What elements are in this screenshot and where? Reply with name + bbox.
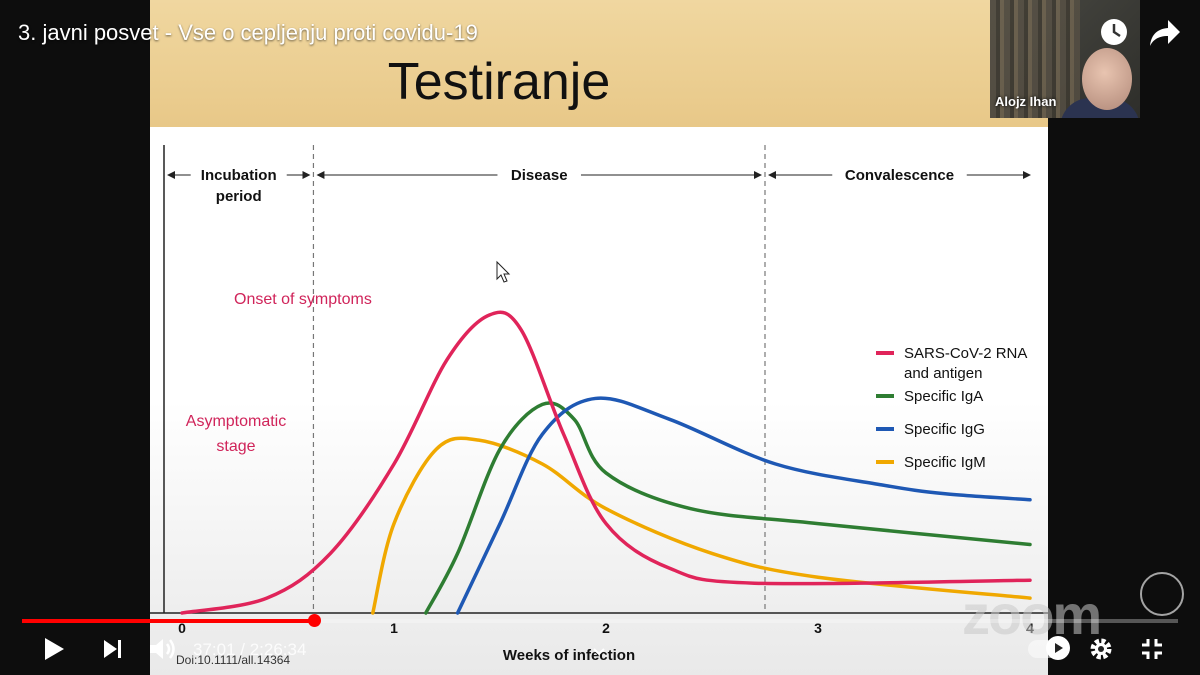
play-icon[interactable] <box>42 636 66 669</box>
x-tick-label: 3 <box>814 620 822 636</box>
series-line-0 <box>180 310 1032 615</box>
progress-scrubber[interactable] <box>308 614 322 627</box>
skip-next-icon[interactable] <box>102 638 124 667</box>
x-axis-label: Weeks of infection <box>503 647 635 664</box>
progress-played <box>22 619 315 623</box>
legend-label: SARS-CoV-2 RNA <box>904 345 1027 362</box>
antibody-chart: Incubation period Disease Convalescence Onse… <box>150 145 1048 667</box>
phase-label: period <box>216 188 262 205</box>
series-line-2 <box>455 396 1032 615</box>
legend-label: Specific IgM <box>904 454 986 471</box>
mouse-cursor-icon <box>496 260 511 283</box>
chevron-down-icon[interactable] <box>592 636 606 664</box>
letterbox-left <box>0 0 150 675</box>
zoom-watermark: zoom <box>962 583 1102 646</box>
annotation-asymptomatic: Asymptomatic <box>186 413 286 430</box>
legend-label: Specific IgG <box>904 421 985 438</box>
annotation-onset: Onset of symptoms <box>234 291 372 308</box>
slide-title-band <box>150 0 1048 127</box>
webcam-name-label: Alojz Ihan <box>995 94 1057 109</box>
share-arrow-icon[interactable] <box>1148 18 1182 55</box>
speaker-head <box>1082 48 1132 110</box>
slide-title: Testiranje <box>387 53 611 111</box>
volume-icon[interactable] <box>148 636 178 669</box>
series-line-3 <box>371 436 1032 615</box>
x-tick-label: 1 <box>390 620 398 636</box>
series-line-1 <box>424 401 1032 615</box>
autoplay-toggle-icon[interactable] <box>1046 636 1070 660</box>
phase-label: Incubation <box>201 167 277 184</box>
time-display: 37:01 / 2:26:34 <box>193 640 307 659</box>
clock-icon[interactable] <box>1098 16 1130 55</box>
phase-label: Disease <box>511 167 568 184</box>
x-tick-label: 4 <box>1026 620 1034 636</box>
video-title[interactable]: 3. javni posvet - Vse o cepljenju proti … <box>18 20 478 45</box>
annotation-asymptomatic: stage <box>216 438 255 455</box>
gear-icon[interactable] <box>1088 636 1114 669</box>
legend-label: and antigen <box>904 365 982 382</box>
legend-label: Specific IgA <box>904 388 983 405</box>
citation-text: Doi:10.1111/all.14364 <box>176 653 290 667</box>
institution-seal <box>1140 572 1184 616</box>
speaker-webcam <box>990 0 1140 118</box>
x-tick-label: 0 <box>178 620 186 636</box>
exit-fullscreen-icon[interactable] <box>1140 637 1164 668</box>
phase-label: Convalescence <box>845 167 954 184</box>
bookshelf <box>990 0 1080 118</box>
progress-bar[interactable] <box>22 614 1178 627</box>
x-tick-label: 2 <box>602 620 610 636</box>
